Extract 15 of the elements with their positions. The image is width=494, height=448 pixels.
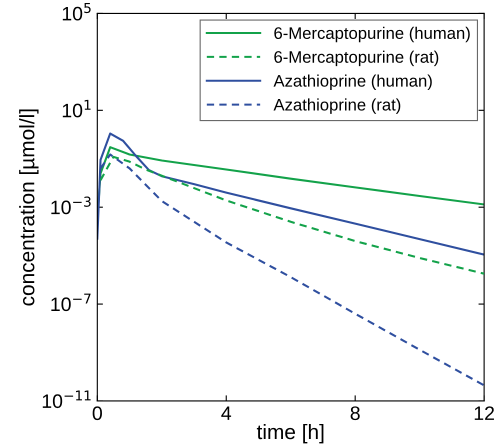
y-tick-label: 10$^{−3}$ [51,196,91,214]
legend-label: Azathioprine (rat) [274,98,400,114]
legend-label: 6-Mercaptopurine (rat) [274,50,438,66]
legend-label: 6-Mercaptopurine (human) [274,26,470,42]
x-tick-label: 4 [221,406,232,420]
y-axis-title: concentration [µmol/l] [19,109,39,306]
y-tick-label: 10$^{5}$ [62,2,91,21]
x-tick-label: 12 [474,406,494,420]
x-tick-label: 0 [92,406,102,420]
legend-label: Azathioprine (human) [274,74,432,90]
y-tick-label: 10$^{−7}$ [51,294,91,312]
x-axis-title: time [h] [256,424,324,444]
x-tick-label: 8 [350,406,360,420]
y-tick-label: 10$^{1}$ [62,100,91,118]
y-tick-label: 10$^{−11}$ [42,390,91,408]
